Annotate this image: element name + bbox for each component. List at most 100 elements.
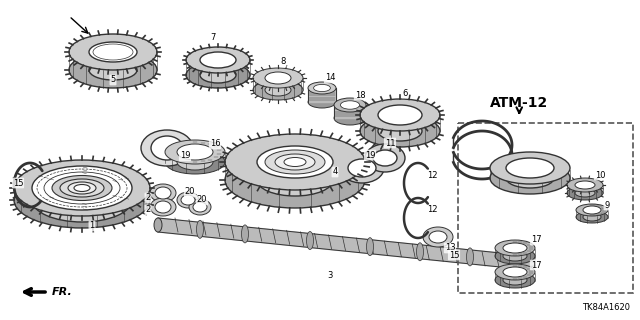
Ellipse shape <box>193 202 207 212</box>
Text: 20: 20 <box>196 196 207 204</box>
Ellipse shape <box>503 275 527 285</box>
Ellipse shape <box>495 248 535 264</box>
Ellipse shape <box>189 199 211 215</box>
Ellipse shape <box>495 240 535 256</box>
Ellipse shape <box>576 211 608 223</box>
Ellipse shape <box>284 157 306 166</box>
Ellipse shape <box>308 96 336 108</box>
Text: 20: 20 <box>185 188 195 196</box>
Ellipse shape <box>154 218 162 232</box>
Text: 19: 19 <box>365 150 375 159</box>
Ellipse shape <box>265 150 325 174</box>
Ellipse shape <box>150 184 176 202</box>
Ellipse shape <box>506 158 554 178</box>
Ellipse shape <box>490 162 570 194</box>
Text: 11: 11 <box>385 139 396 148</box>
Text: 15: 15 <box>13 179 23 188</box>
Ellipse shape <box>14 160 150 216</box>
Ellipse shape <box>265 84 291 96</box>
Ellipse shape <box>490 152 570 184</box>
Text: 15: 15 <box>449 251 460 260</box>
Ellipse shape <box>360 115 440 147</box>
Ellipse shape <box>32 166 132 210</box>
Ellipse shape <box>417 243 424 261</box>
Ellipse shape <box>506 168 554 188</box>
Ellipse shape <box>69 34 157 70</box>
Polygon shape <box>510 254 535 268</box>
Ellipse shape <box>348 159 376 177</box>
Ellipse shape <box>89 42 137 62</box>
Ellipse shape <box>334 111 366 125</box>
Ellipse shape <box>69 52 157 88</box>
Text: 16: 16 <box>210 140 220 148</box>
Ellipse shape <box>141 130 193 166</box>
Ellipse shape <box>74 185 90 191</box>
Ellipse shape <box>576 204 608 216</box>
Text: 2: 2 <box>145 205 150 214</box>
Polygon shape <box>158 218 520 269</box>
Ellipse shape <box>575 181 595 189</box>
Text: 10: 10 <box>595 171 605 180</box>
Ellipse shape <box>308 82 336 94</box>
Ellipse shape <box>200 67 236 83</box>
Ellipse shape <box>150 198 176 216</box>
Ellipse shape <box>314 84 330 92</box>
Ellipse shape <box>378 105 422 125</box>
Text: 4: 4 <box>332 167 338 177</box>
Bar <box>458 123 633 293</box>
Ellipse shape <box>567 178 603 192</box>
Ellipse shape <box>503 243 527 253</box>
Ellipse shape <box>257 146 333 178</box>
Ellipse shape <box>253 68 303 88</box>
Polygon shape <box>334 105 366 118</box>
Ellipse shape <box>155 201 171 213</box>
Ellipse shape <box>495 272 535 288</box>
Ellipse shape <box>165 140 225 164</box>
Text: 12: 12 <box>427 205 437 214</box>
Text: ATM-12: ATM-12 <box>490 96 548 110</box>
Text: 9: 9 <box>604 201 610 210</box>
Ellipse shape <box>265 72 291 84</box>
Ellipse shape <box>155 187 171 199</box>
Ellipse shape <box>360 99 440 131</box>
Text: 5: 5 <box>110 76 116 84</box>
Ellipse shape <box>495 264 535 280</box>
Text: 17: 17 <box>531 260 541 269</box>
Ellipse shape <box>503 267 527 277</box>
Ellipse shape <box>365 144 405 172</box>
Text: 14: 14 <box>324 74 335 83</box>
Ellipse shape <box>275 154 315 170</box>
Ellipse shape <box>367 238 374 256</box>
Text: 8: 8 <box>280 58 285 67</box>
Ellipse shape <box>373 150 397 166</box>
Ellipse shape <box>52 175 112 201</box>
Ellipse shape <box>186 47 250 73</box>
Ellipse shape <box>200 52 236 68</box>
Text: 6: 6 <box>403 89 408 98</box>
Ellipse shape <box>253 80 303 100</box>
Ellipse shape <box>177 154 213 170</box>
Ellipse shape <box>225 134 365 190</box>
Text: 19: 19 <box>180 151 190 161</box>
Ellipse shape <box>165 150 225 174</box>
Ellipse shape <box>177 192 199 208</box>
Ellipse shape <box>32 178 132 222</box>
Ellipse shape <box>307 232 314 250</box>
Ellipse shape <box>467 248 474 266</box>
Ellipse shape <box>423 227 453 247</box>
Text: 2: 2 <box>145 194 150 203</box>
Text: 17: 17 <box>531 236 541 244</box>
Text: 1: 1 <box>90 221 95 230</box>
Ellipse shape <box>340 153 384 183</box>
Ellipse shape <box>14 172 150 228</box>
Ellipse shape <box>181 195 195 205</box>
Text: FR.: FR. <box>52 287 73 297</box>
Ellipse shape <box>177 144 213 160</box>
Ellipse shape <box>151 136 183 160</box>
Ellipse shape <box>68 182 96 194</box>
Text: TK84A1620: TK84A1620 <box>582 303 630 312</box>
Text: 12: 12 <box>427 171 437 180</box>
Ellipse shape <box>89 60 137 80</box>
Ellipse shape <box>583 206 601 214</box>
Ellipse shape <box>575 189 595 197</box>
